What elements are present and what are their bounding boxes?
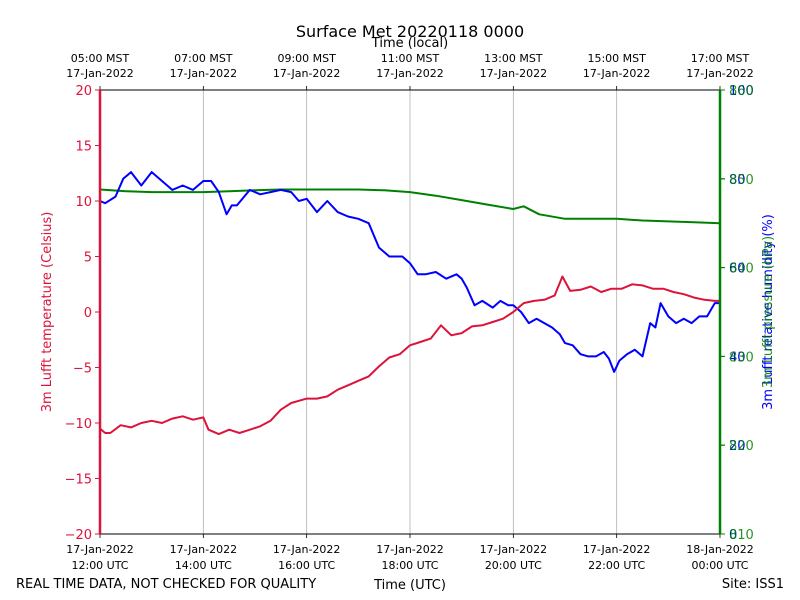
top-tick-label: 17-Jan-2022 [686,67,754,80]
x-axis-label: Time (UTC) [373,578,446,593]
humidity-tick-label: 20 [729,439,746,454]
top-tick-label: 17-Jan-2022 [66,67,134,80]
right-axis-label-pressure: 3m Lufft pressure (hPa) [761,236,776,388]
left-tick-label: 10 [75,195,92,210]
humidity-tick-label: 80 [729,173,746,188]
left-tick-label: 20 [75,84,92,99]
pressure-tick-label: 860 [729,84,754,99]
humidity-line [99,171,720,373]
x-tick-label: 17-Jan-2022 [170,543,238,556]
temperature-line [99,275,720,436]
pressure-tick-label: 840 [729,262,754,277]
pressure-tick-label: 820 [729,439,754,454]
top-tick-label: 17-Jan-2022 [273,67,341,80]
humidity-tick-label: 40 [729,350,746,365]
pressure-tick-label: 830 [729,350,754,365]
top-tick-label: 17-Jan-2022 [376,67,444,80]
left-tick-label: −20 [65,528,92,543]
x-tick-label: 22:00 UTC [588,559,645,572]
top-tick-label: 07:00 MST [174,52,233,65]
x-tick-label: 18-Jan-2022 [686,543,754,556]
humidity-tick-label: 60 [729,262,746,277]
site-label: Site: ISS1 [722,577,784,592]
top-tick-label: 15:00 MST [587,52,646,65]
top-tick-label: 11:00 MST [381,52,440,65]
top-tick-label: 17-Jan-2022 [170,67,238,80]
humidity-tick-label: 100 [729,84,754,99]
top-tick-label: 17-Jan-2022 [480,67,548,80]
top-axis-label: Time (local) [371,36,448,51]
series-layer [99,171,721,436]
top-tick-label: 17:00 MST [691,52,750,65]
right-axis-label-humidity: 3m Lufft relative humidity (%) [761,214,776,410]
x-tick-label: 17-Jan-2022 [480,543,548,556]
top-tick-label: 17-Jan-2022 [583,67,651,80]
left-tick-label: −15 [65,473,92,488]
left-tick-label: 15 [75,140,92,155]
x-tick-label: 14:00 UTC [175,559,232,572]
top-tick-label: 13:00 MST [484,52,543,65]
x-tick-label: 17-Jan-2022 [273,543,341,556]
top-tick-label: 05:00 MST [71,52,130,65]
left-axis-label: 3m Lufft temperature (Celsius) [40,212,55,413]
x-tick-label: 12:00 UTC [71,559,128,572]
left-tick-label: −10 [65,417,92,432]
x-tick-label: 18:00 UTC [381,559,438,572]
humidity-tick-label: 0 [729,528,737,543]
x-tick-label: 17-Jan-2022 [583,543,651,556]
chart-title: Surface Met 20220118 0000 [296,22,524,41]
pressure-tick-label: 810 [729,528,754,543]
left-tick-label: 5 [84,251,92,266]
top-tick-label: 09:00 MST [277,52,336,65]
pressure-line [99,188,721,225]
x-tick-label: 17-Jan-2022 [376,543,444,556]
x-tick-label: 20:00 UTC [485,559,542,572]
x-tick-label: 16:00 UTC [278,559,335,572]
left-tick-label: 0 [84,306,92,321]
x-tick-label: 17-Jan-2022 [66,543,134,556]
pressure-tick-label: 850 [729,173,754,188]
x-tick-label: 00:00 UTC [691,559,748,572]
left-tick-label: −5 [73,362,92,377]
quality-disclaimer: REAL TIME DATA, NOT CHECKED FOR QUALITY [16,577,316,592]
axes-layer: 17-Jan-2022 12:00 UTC 17-Jan-2022 14:00 UTC… [65,52,754,572]
